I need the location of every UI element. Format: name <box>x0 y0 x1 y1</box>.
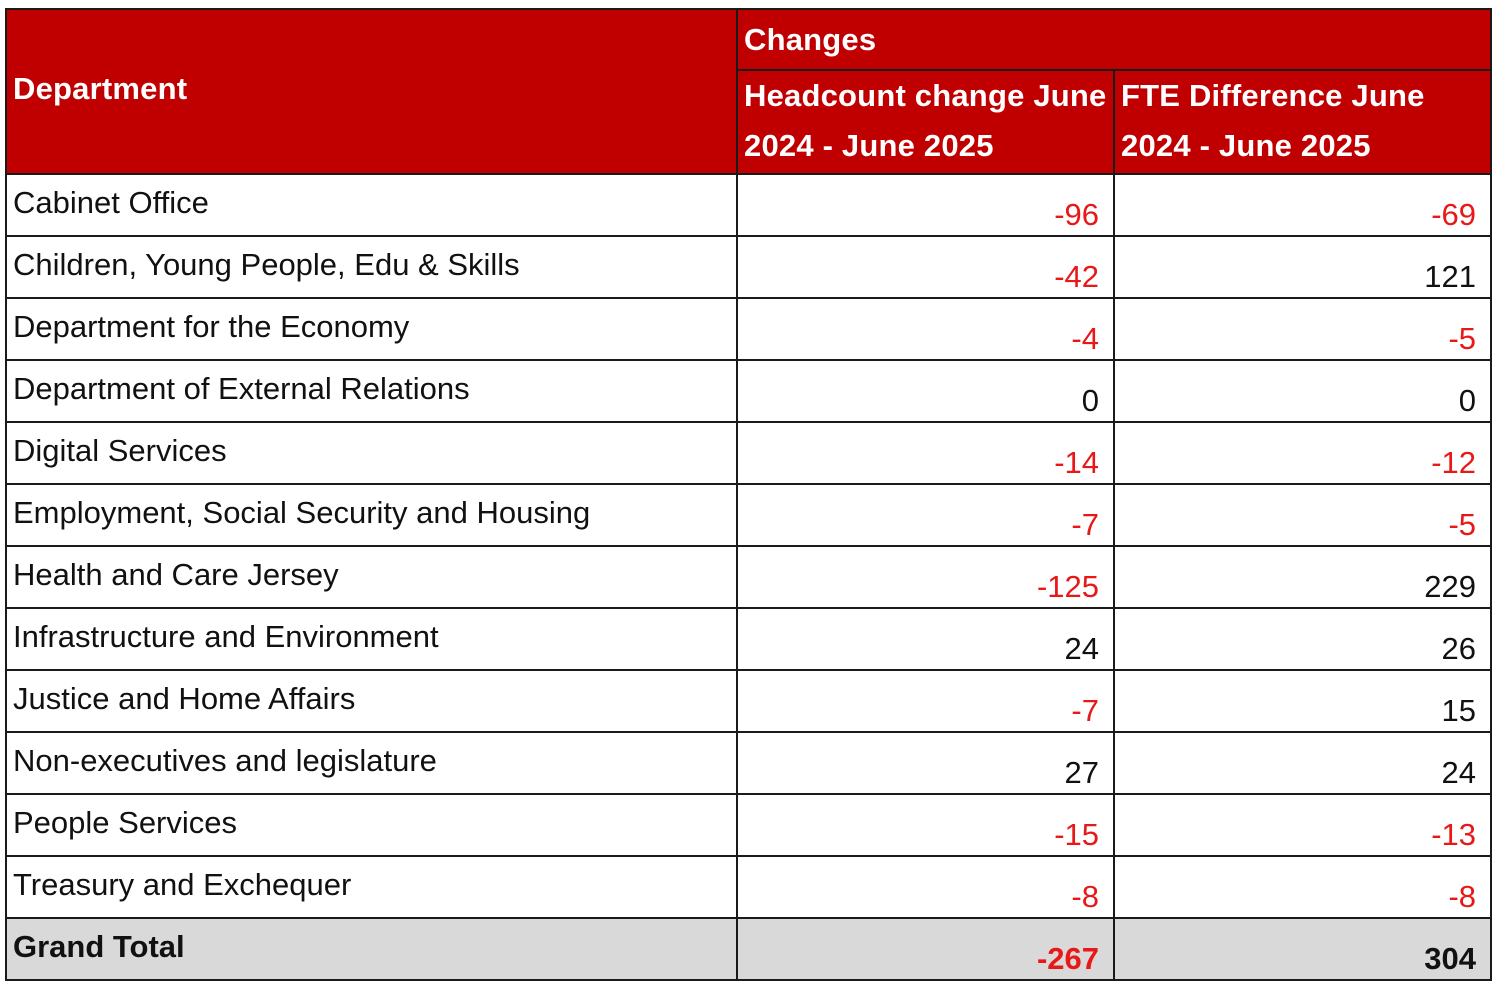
headcount-change-cell: 27 <box>736 731 1115 795</box>
department-cell: Employment, Social Security and Housing <box>5 483 738 547</box>
department-cell: Children, Young People, Edu & Skills <box>5 235 738 299</box>
grand-total-fte-cell: 304 <box>1112 917 1492 981</box>
department-cell: Department for the Economy <box>5 297 738 361</box>
grand-total-row: Grand Total -267 304 <box>5 917 1492 981</box>
changes-group-header: Changes <box>735 7 1492 72</box>
table-row: Department for the Economy -4 -5 <box>5 297 1492 361</box>
fte-difference-column-header: FTE Difference June 2024 - June 2025 <box>1112 69 1492 175</box>
table-row: Children, Young People, Edu & Skills -42 1… <box>5 235 1492 299</box>
table-row: Employment, Social Security and Housing -… <box>5 483 1492 547</box>
table-row: Health and Care Jersey -125 229 <box>5 545 1492 609</box>
fte-difference-cell: 15 <box>1112 669 1492 733</box>
fte-difference-cell: 229 <box>1112 545 1492 609</box>
department-cell: Non-executives and legislature <box>5 731 738 795</box>
fte-difference-cell: -5 <box>1112 483 1492 547</box>
table-row: Justice and Home Affairs -7 15 <box>5 669 1492 733</box>
headcount-change-table: Department Changes Headcount change June… <box>5 7 1492 981</box>
department-cell: People Services <box>5 793 738 857</box>
department-cell: Department of External Relations <box>5 359 738 423</box>
headcount-change-column-header: Headcount change June 2024 - June 2025 <box>736 69 1115 175</box>
grand-total-headcount-cell: -267 <box>736 917 1115 981</box>
fte-difference-cell: -5 <box>1112 297 1492 361</box>
headcount-change-cell: -8 <box>736 855 1115 919</box>
headcount-change-cell: 0 <box>736 359 1115 423</box>
department-cell: Justice and Home Affairs <box>5 669 738 733</box>
fte-difference-cell: 24 <box>1112 731 1492 795</box>
department-cell: Infrastructure and Environment <box>5 607 738 671</box>
headcount-change-cell: -125 <box>736 545 1115 609</box>
table-row: Non-executives and legislature 27 24 <box>5 731 1492 795</box>
headcount-change-cell: -96 <box>736 173 1115 237</box>
fte-difference-cell: 26 <box>1112 607 1492 671</box>
table-row: Treasury and Exchequer -8 -8 <box>5 855 1492 919</box>
grand-total-label: Grand Total <box>5 917 738 981</box>
headcount-change-cell: -4 <box>736 297 1115 361</box>
fte-difference-cell: -8 <box>1112 855 1492 919</box>
headcount-change-cell: -7 <box>736 669 1115 733</box>
fte-difference-cell: -69 <box>1112 173 1492 237</box>
headcount-change-cell: 24 <box>736 607 1115 671</box>
fte-difference-cell: -13 <box>1112 793 1492 857</box>
department-cell: Digital Services <box>5 421 738 485</box>
headcount-change-cell: -15 <box>736 793 1115 857</box>
department-cell: Cabinet Office <box>5 173 738 237</box>
table-row: Infrastructure and Environment 24 26 <box>5 607 1492 671</box>
headcount-table-container: Department Changes Headcount change June… <box>5 7 1492 981</box>
fte-difference-cell: -12 <box>1112 421 1492 485</box>
table-row: Department of External Relations 0 0 <box>5 359 1492 423</box>
table-row: Cabinet Office -96 -69 <box>5 173 1492 237</box>
headcount-change-cell: -7 <box>736 483 1115 547</box>
department-cell: Health and Care Jersey <box>5 545 738 609</box>
department-cell: Treasury and Exchequer <box>5 855 738 919</box>
headcount-change-cell: -14 <box>736 421 1115 485</box>
fte-difference-cell: 121 <box>1112 235 1492 299</box>
department-column-header: Department <box>5 8 738 175</box>
table-header: Department Changes Headcount change June… <box>5 7 1492 175</box>
table-row: Digital Services -14 -12 <box>5 421 1492 485</box>
fte-difference-cell: 0 <box>1112 359 1492 423</box>
table-row: People Services -15 -13 <box>5 793 1492 857</box>
table-body: Cabinet Office -96 -69 Children, Young Peop… <box>5 173 1492 981</box>
headcount-change-cell: -42 <box>736 235 1115 299</box>
